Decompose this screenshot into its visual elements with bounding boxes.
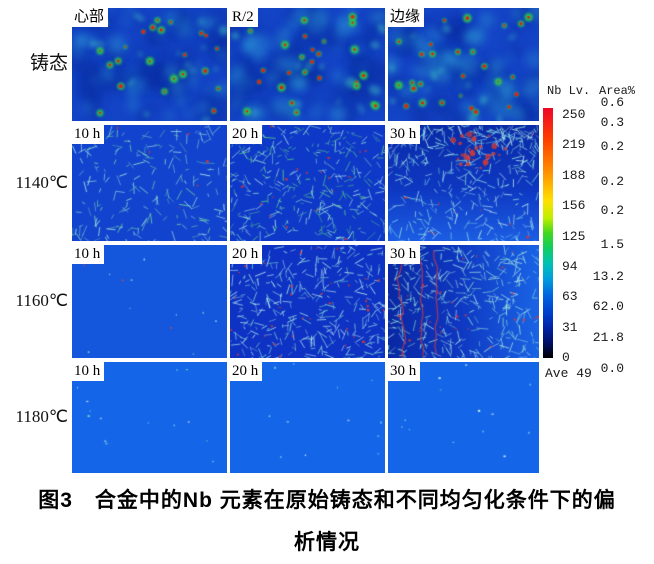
figure-caption-line1: 图3 合金中的Nb 元素在原始铸态和不同均匀化条件下的偏 — [38, 489, 616, 512]
panel-corner-label: 10 h — [72, 362, 105, 381]
map-panel-1140c-20h: 20 h — [230, 125, 385, 241]
legend-area-percent: 0.0 — [600, 361, 624, 376]
colorbar-strip — [543, 108, 553, 358]
panel-corner-label: 20 h — [230, 362, 263, 381]
legend-level: 250 — [562, 107, 586, 122]
legend-area-percent: 1.5 — [600, 237, 624, 252]
legend-area-percent: 13.2 — [592, 269, 624, 284]
legend-area-percent: 0.2 — [600, 139, 624, 154]
legend-level: 0 — [562, 350, 570, 365]
legend-level: 219 — [562, 137, 586, 152]
panel-corner-label: 30 h — [388, 362, 421, 381]
panel-corner-label: R/2 — [230, 8, 258, 27]
row-label-1140c: 1140℃ — [15, 173, 68, 192]
legend-level: 94 — [562, 259, 578, 274]
panel-corner-label: 20 h — [230, 125, 263, 144]
panel-corner-label: 边缘 — [388, 8, 425, 27]
legend-level: 156 — [562, 198, 586, 213]
map-panel-1140c-30h: 30 h — [388, 125, 539, 241]
map-panel-cast-core: 心部 — [72, 8, 227, 121]
legend-level: 31 — [562, 320, 578, 335]
legend-level: 188 — [562, 168, 586, 183]
legend-area-percent: 0.6 — [600, 95, 624, 110]
row-label-as-cast: 铸态 — [29, 53, 68, 74]
panel-corner-label: 20 h — [230, 245, 263, 264]
legend-header-nb-level: Nb Lv. — [547, 84, 591, 98]
map-panel-cast-r2: R/2 — [230, 8, 385, 121]
map-panel-cast-edge: 边缘 — [388, 8, 539, 121]
panel-corner-label: 10 h — [72, 125, 105, 144]
map-panel-1140c-10h: 10 h — [72, 125, 227, 241]
panel-corner-label: 30 h — [388, 245, 421, 264]
map-panel-1180c-30h: 30 h — [388, 362, 539, 473]
legend-level: 125 — [562, 229, 586, 244]
legend-area-percent: 0.3 — [600, 115, 624, 130]
legend-area-percent: 62.0 — [592, 299, 624, 314]
nb-map-canvas — [72, 125, 227, 241]
nb-map-canvas — [230, 125, 385, 241]
panel-corner-label: 10 h — [72, 245, 105, 264]
map-panel-1180c-20h: 20 h — [230, 362, 385, 473]
panel-corner-label: 30 h — [388, 125, 421, 144]
map-panel-1180c-10h: 10 h — [72, 362, 227, 473]
map-panel-1160c-10h: 10 h — [72, 245, 227, 358]
figure-caption-line2: 析情况 — [294, 531, 360, 554]
nb-map-canvas — [388, 125, 539, 241]
map-panel-1160c-20h: 20 h — [230, 245, 385, 358]
row-label-1160c: 1160℃ — [15, 291, 68, 310]
legend-area-percent: 0.2 — [600, 203, 624, 218]
map-panel-1160c-30h: 30 h — [388, 245, 539, 358]
row-label-1180c: 1180℃ — [15, 407, 68, 426]
legend-level: 63 — [562, 289, 578, 304]
legend-average-value: Ave 49 — [545, 366, 592, 381]
legend-area-percent: 0.2 — [600, 174, 624, 189]
legend-header-area-percent: Area% — [599, 84, 636, 98]
panel-corner-label: 心部 — [72, 8, 109, 27]
legend-area-percent: 21.8 — [592, 330, 624, 345]
